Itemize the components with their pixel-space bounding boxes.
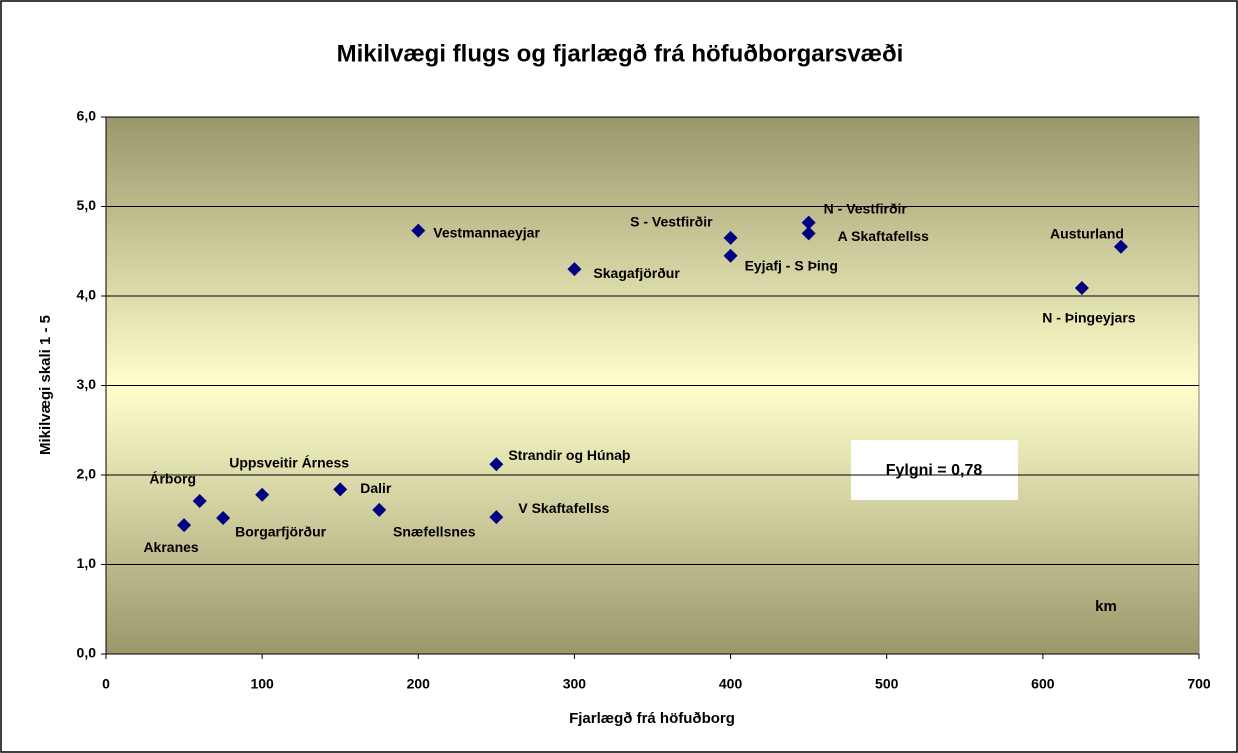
annotation: km [1095,598,1117,615]
data-label: Eyjafj - S Þing [745,257,838,273]
data-label: Árborg [149,471,196,487]
data-label: Vestmannaeyjar [433,224,540,240]
x-tick-label: 700 [1187,676,1211,692]
data-label: Borgarfjörður [235,524,327,540]
y-tick-label: 4,0 [77,287,97,303]
annotation-box [851,440,1018,500]
point [216,510,231,525]
point [255,487,270,502]
point [801,226,816,241]
x-tick-label: 100 [250,676,274,692]
point [801,215,816,230]
y-axis-title: Mikilvægi skali 1 - 5 [37,315,54,455]
x-tick-label: 400 [719,676,743,692]
point [567,262,582,277]
data-label: N - Þingeyjars [1042,310,1136,326]
annotation: Fylgni = 0,78 [886,462,983,479]
point [411,223,426,238]
point [723,248,738,263]
data-label: V Skaftafellss [518,500,609,516]
point [489,510,504,525]
x-tick-label: 600 [1031,676,1055,692]
point [177,518,192,533]
point [489,457,504,472]
point [333,482,348,497]
chart-title: Mikilvægi flugs og fjarlægð frá höfuðbor… [337,40,904,67]
y-tick-label: 1,0 [77,555,97,571]
point [1074,280,1089,295]
y-tick-label: 0,0 [77,645,97,661]
x-tick-label: 300 [563,676,587,692]
y-tick-label: 5,0 [77,197,97,213]
x-tick-label: 0 [102,676,110,692]
data-label: Dalir [360,480,392,496]
point [192,493,207,508]
data-label: S - Vestfirðir [630,214,713,230]
point [372,502,387,517]
y-tick-label: 6,0 [77,108,97,124]
x-tick-label: 200 [407,676,431,692]
data-label: A Skaftafellss [838,228,930,244]
data-label: Austurland [1050,225,1124,241]
point [1113,239,1128,254]
data-label: Uppsveitir Árness [229,454,349,470]
point [723,230,738,245]
x-axis-title: Fjarlægð frá höfuðborg [569,710,735,727]
data-label: Skagafjörður [593,265,680,281]
y-tick-label: 2,0 [77,466,97,482]
data-label: Akranes [143,539,198,555]
data-label: N - Vestfirðir [824,200,908,216]
data-label: Snæfellsnes [393,524,476,540]
y-tick-label: 3,0 [77,376,97,392]
x-tick-label: 500 [875,676,899,692]
data-label: Strandir og Húnaþ [508,447,630,463]
